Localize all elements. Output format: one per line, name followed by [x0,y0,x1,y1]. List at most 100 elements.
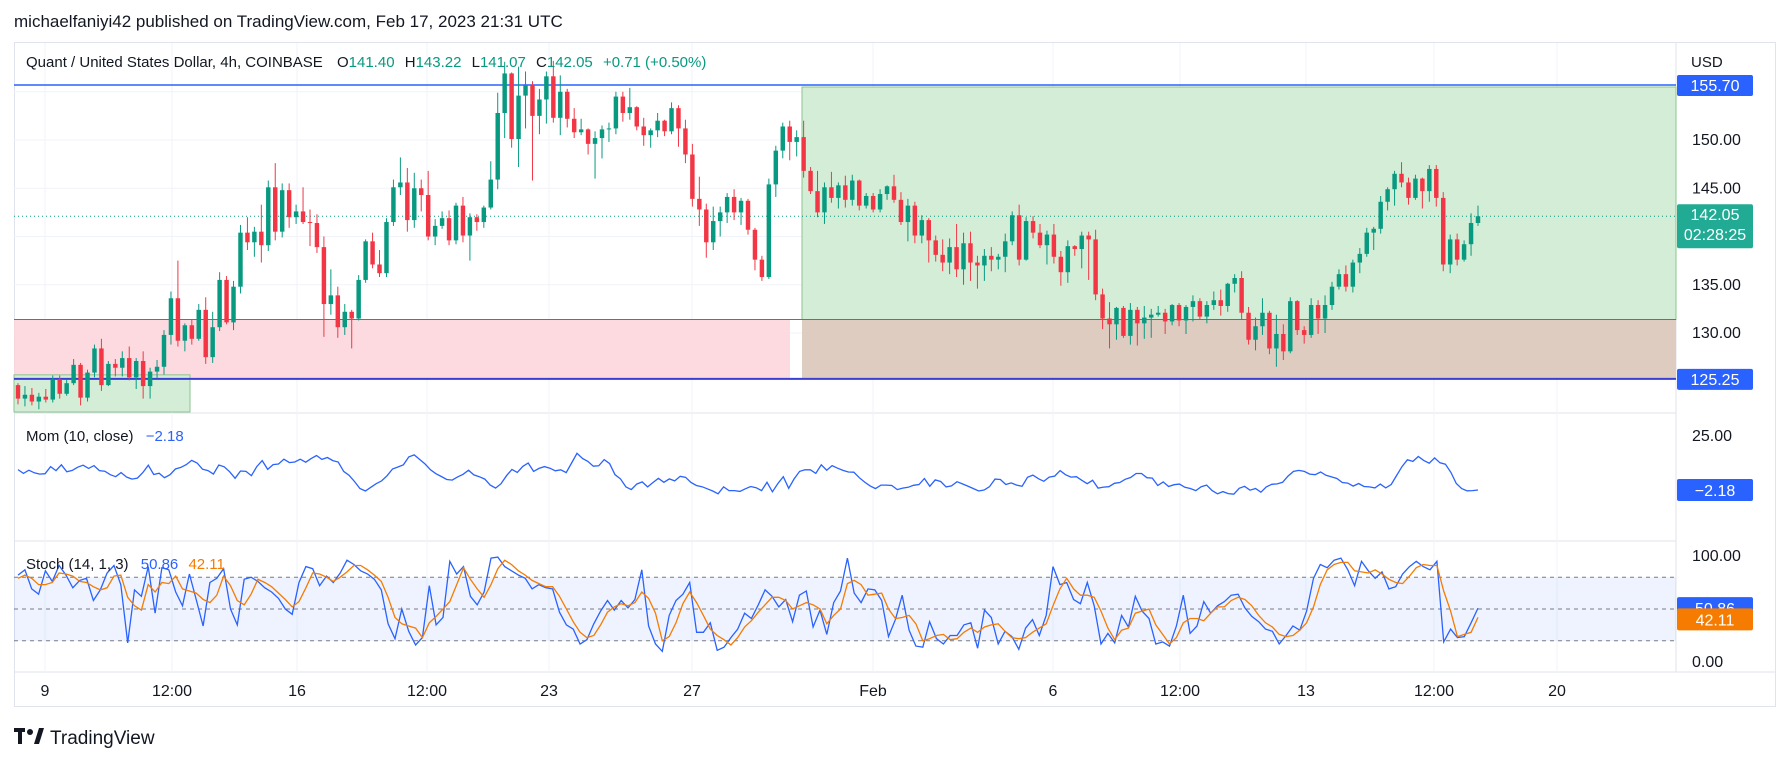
candle-body [1037,232,1043,246]
candle-body [926,220,931,241]
y-tick-label: 135.00 [1692,277,1741,294]
candle-body [175,298,181,341]
candle-body [50,379,55,400]
candle-body [919,220,925,236]
candle-body [1357,253,1363,263]
x-tick-label: 13 [1297,683,1315,700]
candle-body [738,200,744,213]
candle-body [1239,277,1244,313]
x-tick-label: 16 [288,683,306,700]
candle-body [1420,178,1425,192]
candle-body [43,396,49,400]
candle-body [530,84,535,116]
candle-body [1135,309,1140,324]
candle-body [808,170,813,192]
candle-body [1128,309,1133,336]
candle-body [836,185,841,198]
candle-body [697,198,702,210]
candle-body [189,325,195,339]
candle-body [822,187,827,213]
mom-legend: Mom (10, close) −2.18 [26,428,184,445]
candle-body [863,195,869,206]
candle-body [870,195,876,210]
candle-body [1232,277,1237,284]
candle-body [453,205,459,241]
candle-body [1315,305,1321,319]
candle-body [370,241,375,265]
candle-body [989,255,994,260]
candle-body [968,243,973,263]
overlap-zone [802,319,1676,379]
candle-body [92,348,97,373]
candle-body [857,180,862,206]
candle-body [321,247,327,305]
candle-body [495,112,500,180]
support-price-badge-bg [1677,368,1753,390]
currency-label: USD [1691,54,1723,71]
candle-body [1475,216,1481,223]
candle-body [1107,318,1112,325]
candle-body [1072,246,1077,250]
candle-body [724,196,730,213]
stoch-series-line-k [17,556,1479,653]
stoch-label: Stoch (14, 1, 3) [26,556,129,573]
candle-body [773,150,779,185]
candle-body [154,366,160,372]
candle-body [293,211,299,218]
candle-body [766,184,772,278]
published-line: michaelfaniyi42 published on TradingView… [14,12,563,31]
candle-body [745,200,751,230]
last-price-badge-text: 142.05 [1691,207,1740,224]
candle-body [474,217,480,223]
candle-body [558,91,563,118]
candle-body [1051,234,1057,257]
candle-body [307,222,313,224]
candle-body [829,187,834,198]
candle-body [210,327,215,358]
candle-body [711,221,716,243]
candle-body [196,309,201,339]
x-tick-label: 12:00 [1414,683,1454,700]
candle-body [717,212,723,222]
x-tick-label: Feb [859,683,887,700]
candle-body [704,209,709,243]
candle-body [391,187,396,223]
candle-body [669,108,674,132]
candle-body [961,243,966,270]
candle-body [801,137,806,171]
candle-body [57,379,62,394]
candle-body [106,363,111,386]
candle-body [15,385,21,399]
candle-body [975,262,980,266]
candle-body [613,96,619,129]
candle-body [1260,312,1265,327]
stoch-d-badge-bg [1677,608,1753,631]
candle-body [279,190,285,232]
candle-body [509,73,514,140]
candle-body [99,348,104,386]
candle-body [1281,333,1286,352]
candle-body [1441,197,1446,265]
candle-body [585,129,591,144]
stoch-d-badge-text: 42.11 [1696,612,1735,629]
candle-body [314,222,320,248]
candle-body [1093,239,1098,295]
x-tick-label: 20 [1548,683,1566,700]
candle-body [1211,300,1217,306]
candle-body [947,247,952,263]
candle-body [752,229,758,260]
candle-body [273,187,278,232]
candle-body [300,211,306,223]
candle-body [85,372,90,398]
candle-body [1225,283,1230,306]
candle-body [683,128,688,155]
candle-body [1142,317,1147,324]
high-value: 143.22 [415,54,462,71]
close-value: 142.05 [546,54,593,71]
x-tick-label: 27 [683,683,701,700]
candle-body [1176,305,1182,321]
candle-body [1343,274,1349,287]
symbol-label: Quant / United States Dollar, 4h, COINBA… [26,54,323,71]
footer: TradingView [14,727,155,750]
